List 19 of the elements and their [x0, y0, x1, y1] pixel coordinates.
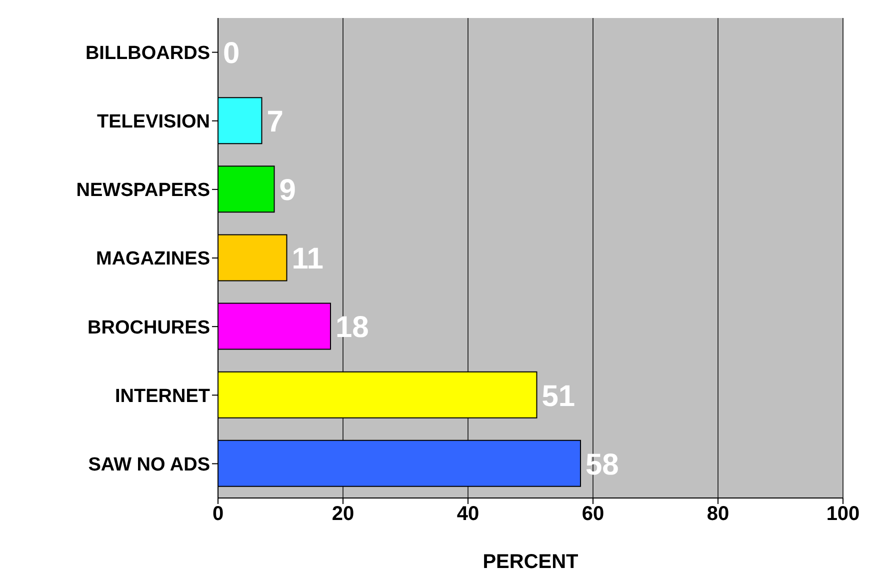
x-tick-label: 100	[826, 503, 860, 526]
y-tick-label: INTERNET	[115, 386, 210, 407]
data-label: 51	[542, 380, 576, 413]
y-tick-label: BILLBOARDS	[85, 43, 210, 64]
data-label: 11	[292, 242, 324, 276]
x-tick-label: 60	[582, 503, 604, 526]
x-tick-label: 0	[212, 503, 224, 526]
data-label: 9	[279, 174, 296, 208]
y-tick-label: NEWSPAPERS	[76, 180, 210, 202]
x-tick-label: 20	[332, 503, 354, 526]
y-tick-label: SAW NO ADS	[88, 454, 210, 476]
x-axis-title: PERCENT	[482, 551, 578, 573]
y-tick-label: TELEVISION	[97, 112, 210, 133]
x-tick-label: 40	[456, 503, 480, 526]
x-tick-label: 80	[706, 503, 730, 526]
y-tick-label: MAGAZINES	[96, 248, 210, 270]
data-label: 0	[223, 36, 240, 70]
data-label: 7	[266, 106, 284, 139]
y-tick-label: BROCHURES	[88, 317, 210, 338]
